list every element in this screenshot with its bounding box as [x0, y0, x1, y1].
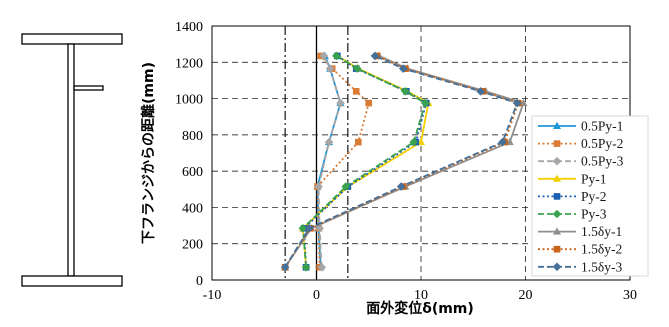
x-tick-label: -10: [203, 288, 222, 303]
data-point: [317, 263, 327, 272]
data-point: [332, 51, 341, 61]
legend-label: Py-1: [581, 171, 607, 186]
data-point: [304, 223, 314, 233]
legend-item: Py-3: [538, 207, 607, 222]
girder-cross-section-illustration: [21, 33, 123, 287]
legend-marker: [553, 174, 561, 182]
legend-marker: [553, 121, 561, 129]
data-point: [409, 137, 418, 147]
data-point: [420, 98, 430, 108]
data-point: [365, 99, 373, 107]
series-line: [317, 55, 342, 268]
legend-marker: [553, 245, 561, 253]
series-0.5Py-2: [314, 52, 373, 271]
legend-item: 1.5δy-2: [538, 242, 622, 257]
series-0.5Py-1: [313, 51, 345, 271]
series-line: [301, 55, 430, 268]
legend-item: 0.5Py-2: [538, 136, 623, 151]
y-tick-label: 800: [182, 129, 203, 144]
data-point: [324, 137, 334, 147]
data-point: [336, 98, 345, 108]
data-point: [280, 263, 290, 272]
y-tick-label: 200: [182, 238, 203, 253]
stiffener-shape: [73, 85, 104, 91]
series-Py-3: [298, 51, 430, 272]
x-tick-label: 0: [313, 288, 320, 303]
series-1.5δy-2: [281, 52, 522, 271]
legend-item: 1.5δy-1: [538, 224, 622, 239]
legend-label: 0.5Py-3: [581, 154, 624, 169]
legend-marker: [553, 227, 561, 235]
legend-marker: [552, 156, 562, 166]
data-point: [476, 87, 485, 96]
data-point: [355, 138, 362, 146]
legend-marker: [552, 262, 562, 272]
legend-label: Py-2: [581, 189, 607, 204]
top-flange-shape: [21, 33, 123, 45]
data-point: [352, 88, 360, 95]
legend-label: 1.5δy-2: [581, 242, 622, 257]
web-shape: [67, 43, 75, 277]
legend-item: 1.5δy-3: [538, 259, 622, 274]
legend-item: Py-2: [538, 189, 607, 204]
series-line: [316, 55, 370, 268]
y-tick-label: 0: [196, 274, 203, 289]
series-0.5Py-3: [314, 51, 345, 272]
legend-label: Py-3: [581, 207, 607, 222]
data-point: [352, 64, 362, 73]
data-point: [396, 182, 406, 191]
data-point: [398, 64, 408, 73]
data-point: [325, 64, 335, 73]
series-layer: [280, 51, 528, 272]
bottom-flange-shape: [21, 275, 123, 287]
legend: 0.5Py-1 0.5Py-2 0.5Py-3 Py-1 Py-2 Py-3 1.5δy-1…: [531, 115, 649, 277]
legend-item: 0.5Py-1: [538, 119, 623, 134]
series-1.5δy-3: [280, 51, 522, 272]
y-tick-label: 1400: [175, 20, 203, 35]
legend-item: 0.5Py-3: [538, 154, 624, 169]
data-point: [315, 223, 324, 233]
y-tick-label: 1000: [175, 93, 203, 108]
y-tick-label: 1200: [175, 56, 203, 71]
data-point: [301, 263, 311, 272]
data-point: [298, 223, 308, 233]
x-tick-label: 10: [414, 288, 428, 303]
data-point: [498, 137, 507, 147]
data-point: [314, 182, 323, 191]
y-tick-label: 600: [182, 165, 203, 180]
y-axis-title: 下フランジからの距離(mm): [140, 62, 157, 244]
legend-item: Py-1: [538, 171, 607, 186]
data-point: [512, 98, 522, 108]
legend-label: 1.5δy-3: [581, 259, 622, 274]
data-point: [341, 182, 351, 191]
legend-label: 0.5Py-2: [581, 136, 623, 151]
grid: [212, 26, 630, 280]
y-tick-label: 400: [182, 201, 203, 216]
legend-box: [531, 115, 649, 277]
data-point: [401, 87, 410, 96]
series-line: [301, 55, 427, 268]
x-tick-label: 20: [519, 288, 533, 303]
x-axis-title: 面外変位δ(mm): [366, 300, 474, 317]
legend-marker: [553, 193, 561, 200]
legend-label: 1.5δy-1: [581, 224, 622, 239]
series-1.5δy-1: [281, 51, 528, 271]
series-line: [303, 55, 428, 268]
legend-label: 0.5Py-1: [581, 119, 623, 134]
series-line: [316, 55, 342, 268]
data-point: [370, 51, 380, 61]
data-point: [319, 51, 329, 61]
legend-marker: [553, 140, 561, 147]
legend-marker: [552, 209, 562, 219]
x-tick-label: 30: [623, 288, 637, 303]
